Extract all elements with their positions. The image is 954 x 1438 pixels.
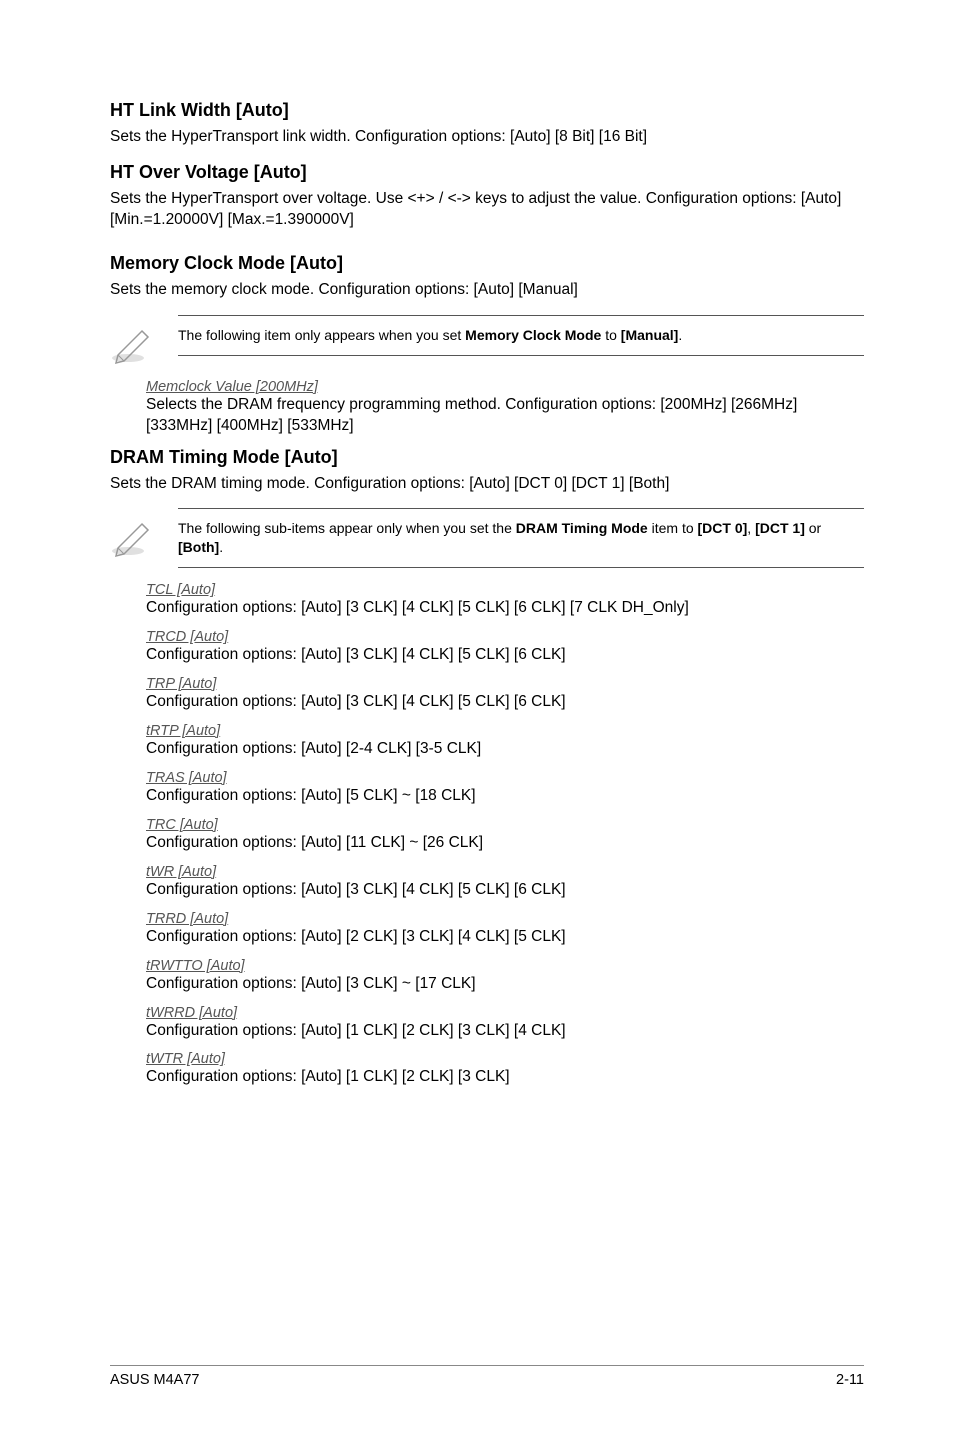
mem-clock-mode-title: Memory Clock Mode [Auto]	[110, 253, 864, 274]
note-text-memclock: The following item only appears when you…	[178, 326, 864, 345]
ht-link-width-body: Sets the HyperTransport link width. Conf…	[110, 127, 864, 148]
pencil-icon	[110, 514, 154, 558]
dram-item-heading: tWR [Auto]	[146, 864, 864, 880]
dram-item: TRC [Auto]Configuration options: [Auto] …	[146, 817, 864, 854]
memclock-value-heading: Memclock Value [200MHz]	[146, 379, 864, 395]
note-text-dram: The following sub-items appear only when…	[178, 519, 864, 557]
ht-over-voltage-title: HT Over Voltage [Auto]	[110, 162, 864, 183]
dram-item: TRP [Auto]Configuration options: [Auto] …	[146, 676, 864, 713]
note-block-dram: The following sub-items appear only when…	[110, 508, 864, 568]
mem-clock-mode-body: Sets the memory clock mode. Configuratio…	[110, 280, 864, 301]
memclock-value-body: Selects the DRAM frequency programming m…	[146, 395, 864, 437]
dram-item-body: Configuration options: [Auto] [3 CLK] [4…	[146, 692, 864, 713]
dram-item-body: Configuration options: [Auto] [3 CLK] [4…	[146, 880, 864, 901]
memclock-value-block: Memclock Value [200MHz] Selects the DRAM…	[146, 379, 864, 437]
dram-item-body: Configuration options: [Auto] [1 CLK] [2…	[146, 1021, 864, 1042]
dram-item-heading: TRAS [Auto]	[146, 770, 864, 786]
dram-item-heading: tWTR [Auto]	[146, 1051, 864, 1067]
dram-timing-mode-body: Sets the DRAM timing mode. Configuration…	[110, 474, 864, 495]
dram-item: tRTP [Auto]Configuration options: [Auto]…	[146, 723, 864, 760]
dram-item: tWR [Auto]Configuration options: [Auto] …	[146, 864, 864, 901]
dram-item-heading: tRTP [Auto]	[146, 723, 864, 739]
dram-item-body: Configuration options: [Auto] [3 CLK] [4…	[146, 598, 864, 619]
page-footer: ASUS M4A77 2-11	[110, 1365, 864, 1388]
dram-timing-mode-title: DRAM Timing Mode [Auto]	[110, 447, 864, 468]
dram-item: TRRD [Auto]Configuration options: [Auto]…	[146, 911, 864, 948]
footer-right: 2-11	[836, 1372, 864, 1388]
dram-item-body: Configuration options: [Auto] [1 CLK] [2…	[146, 1067, 864, 1088]
dram-item: TCL [Auto]Configuration options: [Auto] …	[146, 582, 864, 619]
dram-item-heading: TRCD [Auto]	[146, 629, 864, 645]
dram-item-body: Configuration options: [Auto] [5 CLK] ~ …	[146, 786, 864, 807]
dram-item-body: Configuration options: [Auto] [3 CLK] ~ …	[146, 974, 864, 995]
dram-item-body: Configuration options: [Auto] [2 CLK] [3…	[146, 927, 864, 948]
dram-item-heading: TRRD [Auto]	[146, 911, 864, 927]
footer-left: ASUS M4A77	[110, 1372, 199, 1388]
ht-link-width-title: HT Link Width [Auto]	[110, 100, 864, 121]
dram-item-heading: tWRRD [Auto]	[146, 1005, 864, 1021]
pencil-icon	[110, 321, 154, 365]
dram-item: TRCD [Auto]Configuration options: [Auto]…	[146, 629, 864, 666]
dram-item: TRAS [Auto]Configuration options: [Auto]…	[146, 770, 864, 807]
dram-item-body: Configuration options: [Auto] [11 CLK] ~…	[146, 833, 864, 854]
ht-over-voltage-body: Sets the HyperTransport over voltage. Us…	[110, 189, 864, 231]
dram-item-heading: TCL [Auto]	[146, 582, 864, 598]
dram-item: tWTR [Auto]Configuration options: [Auto]…	[146, 1051, 864, 1088]
dram-item-heading: tRWTTO [Auto]	[146, 958, 864, 974]
dram-item: tWRRD [Auto]Configuration options: [Auto…	[146, 1005, 864, 1042]
dram-item: tRWTTO [Auto]Configuration options: [Aut…	[146, 958, 864, 995]
dram-item-body: Configuration options: [Auto] [3 CLK] [4…	[146, 645, 864, 666]
note-block-memclock: The following item only appears when you…	[110, 315, 864, 365]
dram-item-heading: TRP [Auto]	[146, 676, 864, 692]
dram-item-heading: TRC [Auto]	[146, 817, 864, 833]
dram-item-body: Configuration options: [Auto] [2-4 CLK] …	[146, 739, 864, 760]
